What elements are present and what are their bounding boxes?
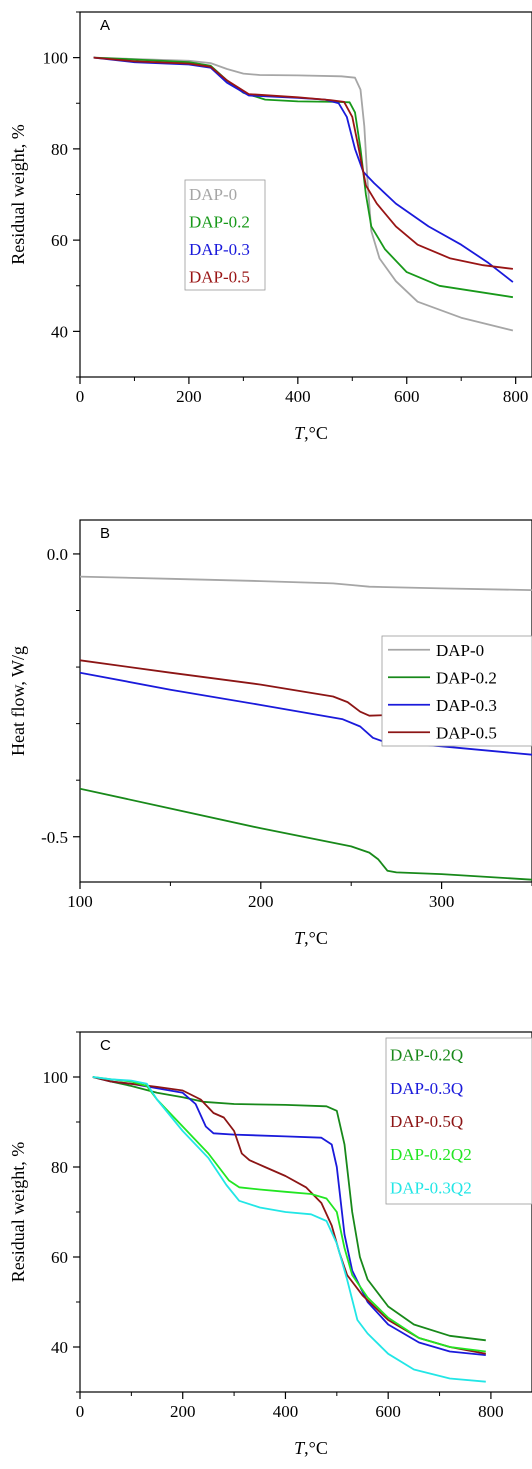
x-axis-title: T,°C [294,1438,328,1458]
y-axis-title: Heat flow, W/g [8,646,28,756]
legend-label-dap-0-2: DAP-0.2 [436,668,497,687]
chart-panel-c: 0 200 400 600 800 40 60 80 100 T,°C Residual weigh… [0,1010,532,1469]
legend-label-dap-0-3: DAP-0.3 [189,240,250,259]
x-axis-title: T,°C [294,928,328,948]
x-tick-label: 200 [170,1402,196,1421]
series-line-dap-0-5q [92,1076,486,1355]
legend-label-dap-0-5q: DAP-0.5Q [390,1112,463,1131]
x-tick-label: 100 [67,892,93,911]
series-line-dap-0-5 [93,56,514,270]
y-axis-title: Residual weight, % [8,1142,28,1282]
plot-frame [79,11,532,378]
x-tick-label: 800 [503,387,529,406]
y-tick-label: 80 [51,1158,68,1177]
chart-c-svg: 0 200 400 600 800 40 60 80 100 T,°C Residual weigh… [8,1031,532,1458]
series-line-dap-0-3q [92,1076,486,1356]
y-tick-label: 0.0 [47,545,68,564]
series-line-dap-0 [80,575,532,591]
x-axis-title: T,°C [294,423,328,443]
series-line-dap-0 [93,56,514,332]
y-tick-label: 60 [51,231,68,250]
chart-panel-b: 100 200 300 0.0 -0.5 T,°C Heat flow, W/g B DAP-0… [0,490,532,990]
legend-box [381,635,532,747]
panel-label: B [100,525,110,542]
y-tick-label: 40 [51,322,68,341]
x-tick-label: 0 [76,1402,85,1421]
series-line-dap-0-3 [93,56,514,283]
x-tick-label: 200 [248,892,274,911]
y-tick-label: 40 [51,1338,68,1357]
legend-label-dap-0-3: DAP-0.3 [436,696,497,715]
x-tick-label: 0 [76,387,85,406]
x-tick-label: 200 [176,387,202,406]
y-tick-label: -0.5 [41,828,68,847]
x-tick-label: 400 [285,387,311,406]
chart-a-svg: 0 200 400 600 800 40 60 80 100 T,°C Residual weigh… [8,11,532,443]
legend-label-dap-0-5: DAP-0.5 [436,723,497,742]
chart-b-svg: 100 200 300 0.0 -0.5 T,°C Heat flow, W/g B DAP-0… [8,519,532,948]
legend-box [184,179,266,291]
series-line-dap-0-2 [80,787,532,881]
y-tick-label: 100 [43,49,69,68]
legend-label-dap-0-2: DAP-0.2 [189,212,250,231]
series-line-dap-0-3q2 [92,1076,486,1383]
x-tick-label: 300 [429,892,455,911]
y-tick-label: 100 [43,1068,69,1087]
x-tick-label: 400 [273,1402,299,1421]
legend-box [385,1037,532,1205]
legend-label-dap-0-3q: DAP-0.3Q [390,1079,463,1098]
chart-panel-a: 0 200 400 600 800 40 60 80 100 T,°C Residual weigh… [0,0,532,470]
y-tick-label: 80 [51,140,68,159]
legend-label-dap-0: DAP-0 [189,185,237,204]
y-tick-label: 60 [51,1248,68,1267]
legend-label-dap-0-2q2: DAP-0.2Q2 [390,1145,472,1164]
legend-label-dap-0-2q: DAP-0.2Q [390,1046,463,1065]
series-line-dap-0-2 [93,56,514,299]
x-tick-label: 600 [394,387,420,406]
legend-label-dap-0-5: DAP-0.5 [189,267,250,286]
panel-label: C [100,1037,111,1054]
legend-label-dap-0: DAP-0 [436,641,484,660]
x-tick-label: 600 [375,1402,401,1421]
x-tick-label: 800 [478,1402,504,1421]
plot-frame [79,519,532,883]
legend-label-dap-0-3q2: DAP-0.3Q2 [390,1178,472,1197]
panel-label: A [100,17,110,34]
y-axis-title: Residual weight, % [8,124,28,264]
